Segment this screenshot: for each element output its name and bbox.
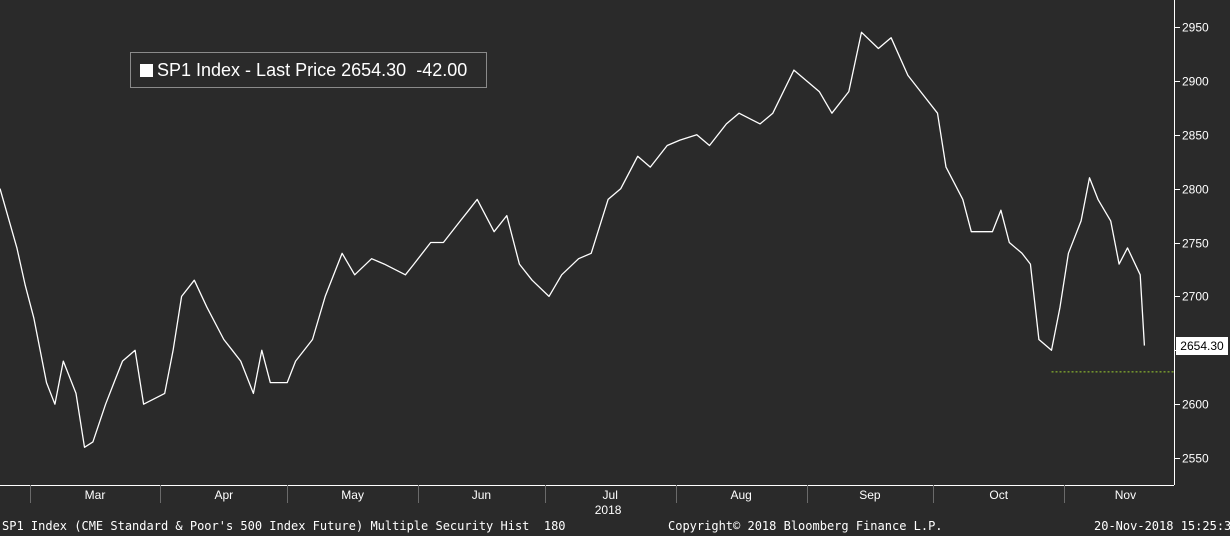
x-axis: Mar Apr May Jun Jul Aug Sep Oct Nov 2018: [0, 485, 1174, 517]
y-tick-label: 2700: [1182, 290, 1209, 304]
y-tick-label: 2800: [1182, 183, 1209, 197]
legend-change: -42.00: [416, 59, 468, 80]
footer-security-info: SP1 Index (CME Standard & Poor's 500 Ind…: [2, 519, 566, 533]
x-tick-label: May: [341, 488, 364, 502]
x-tick-label: Nov: [1115, 488, 1136, 502]
y-tick-label: 2900: [1182, 75, 1209, 89]
legend-text: SP1 Index - Last Price 2654.30 -42.00: [157, 60, 467, 81]
legend-last-value: 2654.30: [341, 59, 407, 80]
x-tick-label: Aug: [730, 488, 751, 502]
y-tick-label: 2950: [1182, 21, 1209, 35]
y-tick-label: 2550: [1182, 452, 1209, 466]
x-tick-label: Mar: [85, 488, 106, 502]
price-series-line: [0, 31, 1146, 448]
footer-timestamp: 20-Nov-2018 15:25:34: [1094, 519, 1230, 533]
x-tick-label: Jun: [472, 488, 491, 502]
x-tick-label: Apr: [214, 488, 233, 502]
legend: SP1 Index - Last Price 2654.30 -42.00: [130, 52, 487, 88]
footer-copyright: Copyright© 2018 Bloomberg Finance L.P.: [668, 519, 943, 533]
y-tick-label: 2850: [1182, 129, 1209, 143]
x-year-label: 2018: [595, 503, 622, 517]
legend-series-label: SP1 Index - Last Price: [157, 59, 337, 80]
x-tick-label: Oct: [989, 488, 1008, 502]
y-tick-label: 2750: [1182, 237, 1209, 251]
x-tick-label: Jul: [603, 488, 618, 502]
plot-area: [0, 31, 1174, 448]
y-tick-label: 2600: [1182, 398, 1209, 412]
x-tick-label: Sep: [859, 488, 881, 502]
y-axis: 255026002650270027502800285029002950: [1174, 0, 1209, 485]
legend-swatch: [140, 63, 153, 77]
last-price-tag: 2654.30: [1176, 337, 1228, 355]
